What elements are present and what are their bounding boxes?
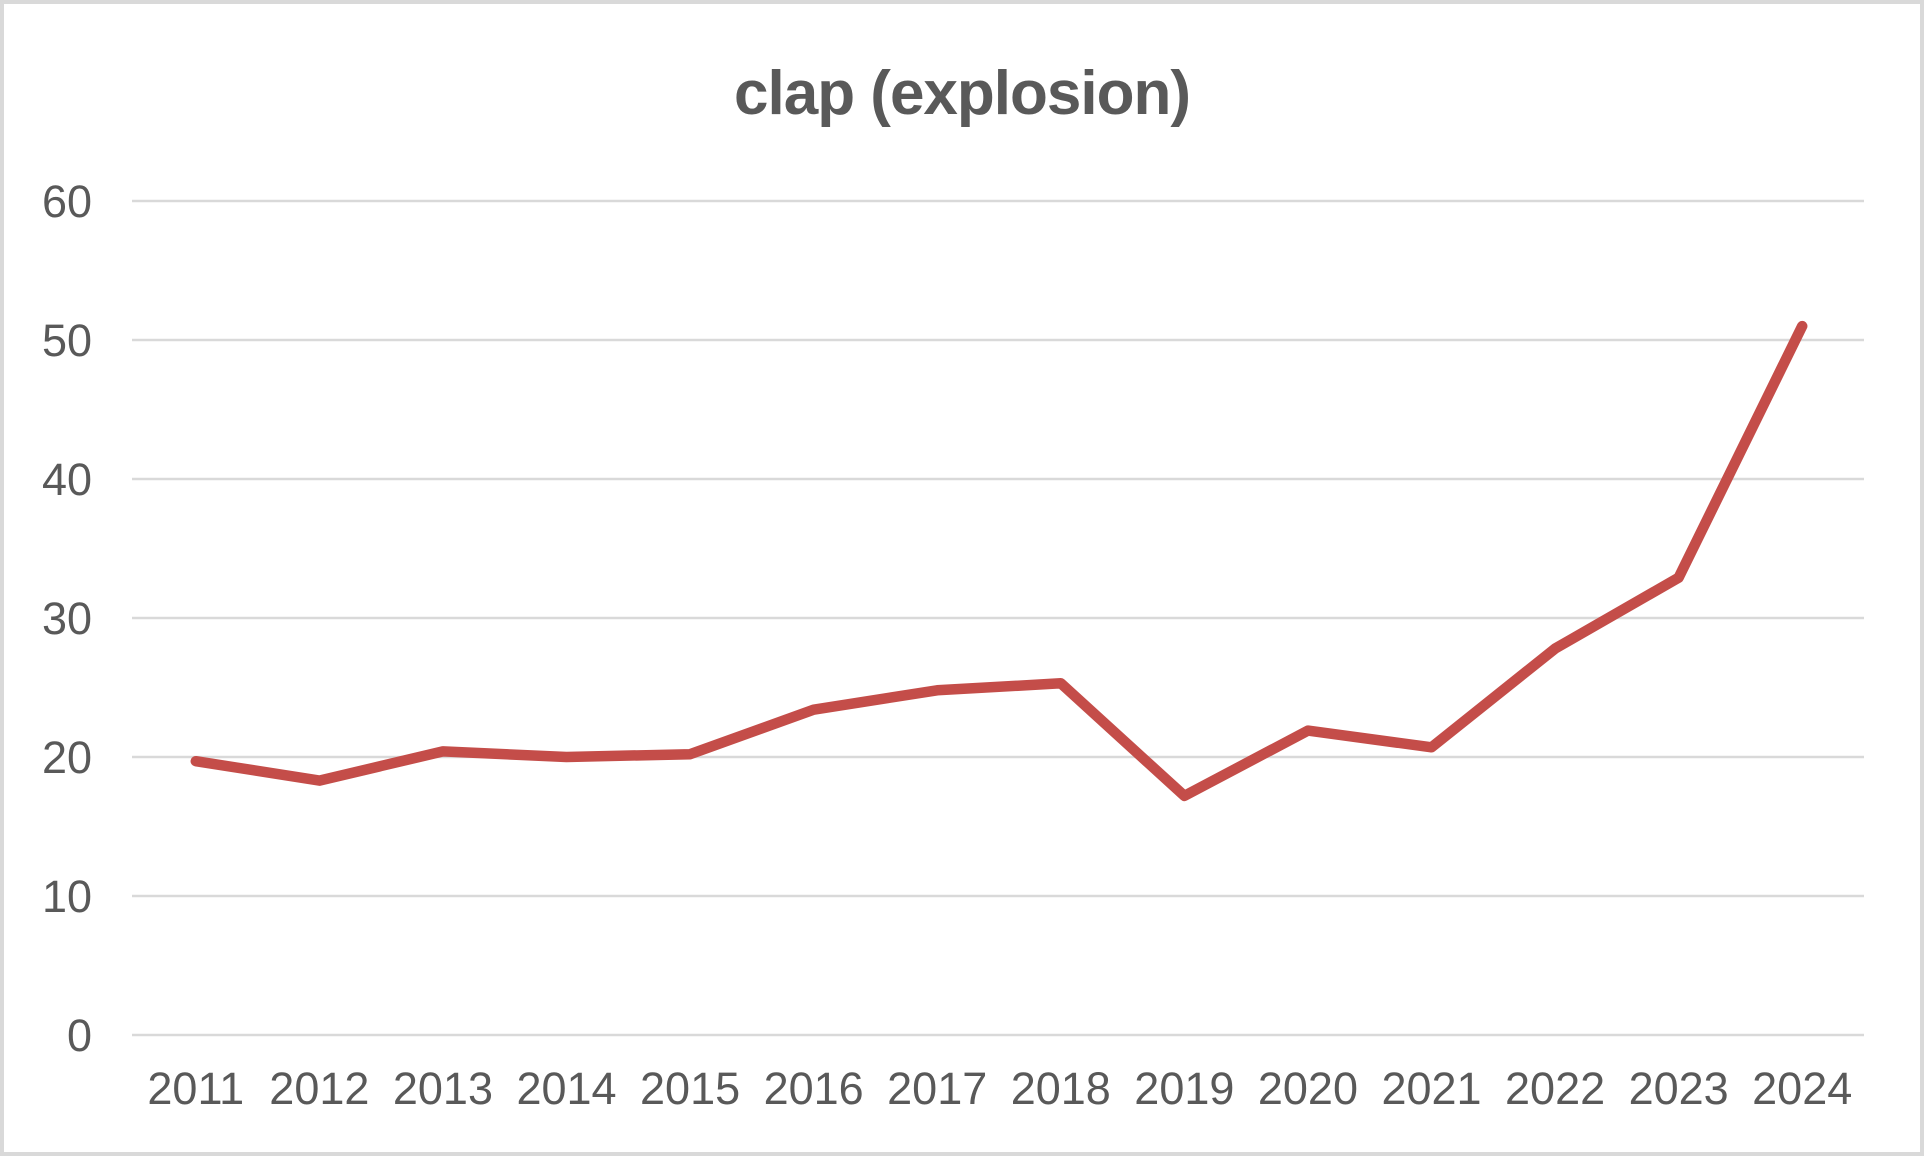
x-tick-label-2016: 2016 [764,1063,864,1114]
x-axis-labels: 2011 2012 2013 2014 2015 2016 2017 2018 2019 2020… [147,1063,1852,1114]
y-tick-label-50: 50 [42,315,92,366]
x-tick-label-2022: 2022 [1505,1063,1605,1114]
x-tick-label-2014: 2014 [516,1063,616,1114]
y-tick-label-10: 10 [42,871,92,922]
y-tick-label-40: 40 [42,454,92,505]
x-tick-label-2024: 2024 [1752,1063,1852,1114]
x-tick-label-2021: 2021 [1381,1063,1481,1114]
x-tick-label-2020: 2020 [1258,1063,1358,1114]
y-axis-labels: 0 10 20 30 40 50 60 [42,176,92,1061]
x-tick-label-2013: 2013 [393,1063,493,1114]
y-tick-label-0: 0 [67,1010,92,1061]
x-tick-label-2015: 2015 [640,1063,740,1114]
x-tick-label-2017: 2017 [887,1063,987,1114]
series-line-clap-explosion [190,320,1808,802]
y-tick-label-30: 30 [42,593,92,644]
x-tick-label-2019: 2019 [1134,1063,1234,1114]
x-tick-label-2018: 2018 [1011,1063,1111,1114]
x-tick-label-2023: 2023 [1629,1063,1729,1114]
x-tick-label-2012: 2012 [269,1063,369,1114]
x-tick-label-2011: 2011 [147,1063,244,1114]
chart-title: clap (explosion) [734,59,1191,128]
y-tick-label-20: 20 [42,732,92,783]
y-tick-label-60: 60 [42,176,92,227]
